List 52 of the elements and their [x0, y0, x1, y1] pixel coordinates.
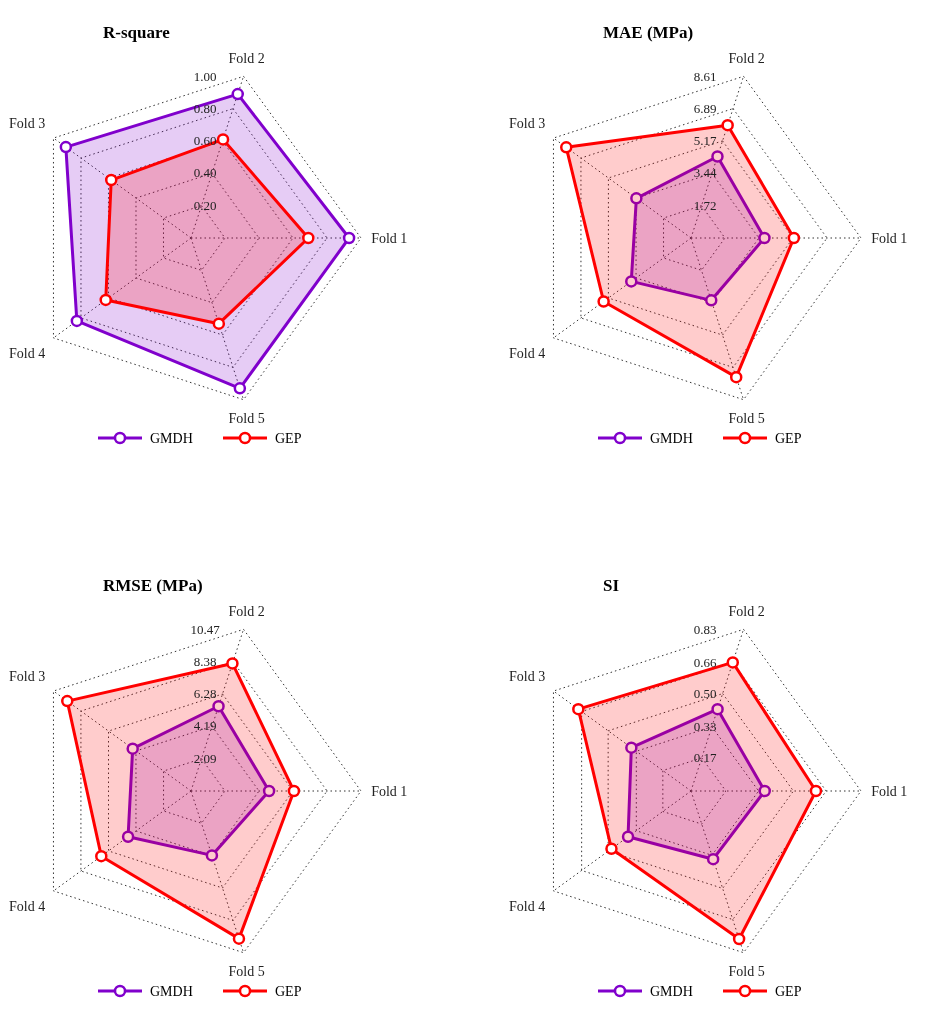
y-tick-label: 3.44 — [693, 165, 717, 181]
spoke-label: Fold 4 — [509, 345, 546, 361]
y-tick-label: 0.66 — [693, 654, 717, 670]
y-tick-label: 0.33 — [693, 718, 717, 734]
y-tick-label: 2.09 — [193, 750, 217, 766]
spoke-label: Fold 3 — [9, 669, 46, 685]
spoke-label: Fold 1 — [371, 784, 408, 799]
spoke-label: Fold 5 — [728, 411, 765, 427]
chart-title: SI — [603, 576, 620, 595]
spoke-label: Fold 5 — [228, 964, 265, 980]
y-tick-label: 1.72 — [693, 197, 717, 213]
chart-title: MAE (MPa) — [603, 23, 694, 42]
spoke-label: Fold 2 — [728, 603, 765, 619]
legend-label: GEP — [275, 431, 302, 446]
y-tick-label: 8.61 — [693, 68, 717, 84]
y-tick-label: 6.89 — [693, 100, 717, 116]
spoke-label: Fold 2 — [228, 603, 265, 619]
spoke-label: Fold 1 — [871, 231, 908, 246]
legend-label: GEP — [775, 984, 802, 999]
y-tick-label: 0.40 — [193, 165, 217, 181]
y-tick-label: 8.38 — [193, 653, 217, 669]
y-tick-label: 6.28 — [193, 686, 217, 702]
spoke-label: Fold 3 — [509, 669, 546, 685]
legend-label: GEP — [775, 431, 802, 446]
spoke-label: Fold 2 — [728, 50, 765, 66]
spoke-label: Fold 3 — [509, 116, 546, 132]
y-tick-label: 0.60 — [193, 133, 217, 149]
y-tick-label: 1.00 — [193, 68, 217, 84]
spoke-label: Fold 4 — [9, 898, 46, 914]
y-tick-label: 10.47 — [190, 621, 221, 637]
y-tick-label: 0.17 — [693, 749, 717, 765]
spoke-label: Fold 1 — [871, 784, 908, 799]
spoke-label: Fold 4 — [9, 345, 46, 361]
y-tick-label: 0.83 — [693, 621, 717, 637]
legend-label: GEP — [275, 984, 302, 999]
y-tick-label: 0.20 — [193, 197, 217, 213]
legend-label: GMDH — [650, 431, 693, 446]
spoke-label: Fold 5 — [728, 964, 765, 980]
legend-label: GMDH — [150, 984, 193, 999]
spoke-label: Fold 3 — [9, 116, 46, 132]
spoke-label: Fold 1 — [371, 231, 408, 246]
y-tick-label: 0.80 — [193, 100, 217, 116]
legend-label: GMDH — [650, 984, 693, 999]
spoke-label: Fold 4 — [509, 898, 546, 914]
legend-label: GMDH — [150, 431, 193, 446]
chart-title: R-square — [103, 23, 171, 42]
y-tick-label: 4.19 — [193, 718, 217, 734]
y-tick-label: 0.50 — [693, 685, 717, 701]
chart-title: RMSE (MPa) — [103, 576, 203, 595]
spoke-label: Fold 5 — [228, 411, 265, 427]
y-tick-label: 5.17 — [693, 133, 717, 149]
spoke-label: Fold 2 — [228, 50, 265, 66]
